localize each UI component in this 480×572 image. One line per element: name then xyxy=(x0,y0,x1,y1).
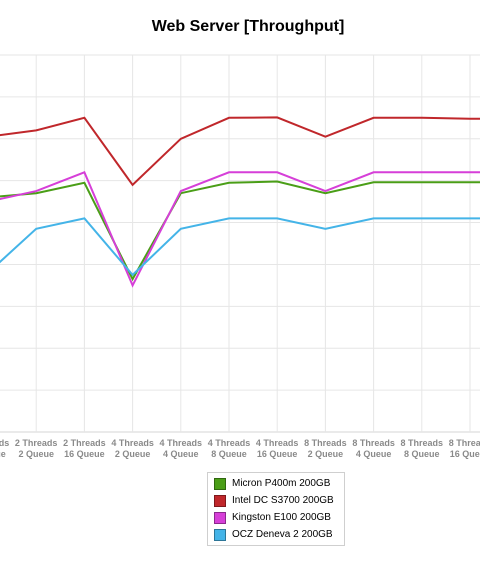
grid-lines xyxy=(0,54,480,433)
x-tick-label: 8 Threads 2 Queue xyxy=(304,438,347,459)
legend-item: Micron P400m 200GB xyxy=(214,475,338,492)
x-tick-label: 4 Threads 8 Queue xyxy=(208,438,251,459)
series-lines xyxy=(0,116,480,288)
legend-label: OCZ Deneva 2 200GB xyxy=(232,529,333,540)
x-tick-label: 2 Threads 2 Queue xyxy=(15,438,58,459)
series-line-1 xyxy=(0,180,480,282)
legend-label: Micron P400m 200GB xyxy=(232,478,331,489)
legend-swatch xyxy=(214,528,226,541)
series-line-3 xyxy=(0,171,480,288)
x-tick-label: 8 Threads 8 Queue xyxy=(401,438,444,459)
series-line-4 xyxy=(0,217,480,277)
legend-item: Kingston E100 200GB xyxy=(214,509,338,526)
x-tick-label: 4 Threads 2 Queue xyxy=(111,438,154,459)
chart-title: Web Server [Throughput] xyxy=(151,18,345,35)
x-tick-label: 8 Threads 4 Queue xyxy=(352,438,395,459)
legend-label: Intel DC S3700 200GB xyxy=(232,495,334,506)
series-line-2 xyxy=(0,116,480,187)
x-tick-label: 4 Threads 4 Queue xyxy=(160,438,203,459)
x-tick-label: 2 Threads 16 Queue xyxy=(63,438,106,459)
legend-swatch xyxy=(214,494,226,507)
legend: Micron P400m 200GB Intel DC S3700 200GB Ki… xyxy=(207,472,345,546)
legend-swatch xyxy=(214,477,226,490)
x-tick-label: 4 Threads 16 Queue xyxy=(256,438,299,459)
legend-label: Kingston E100 200GB xyxy=(232,512,331,523)
legend-item: OCZ Deneva 2 200GB xyxy=(214,526,338,543)
legend-swatch xyxy=(214,511,226,524)
legend-item: Intel DC S3700 200GB xyxy=(214,492,338,509)
